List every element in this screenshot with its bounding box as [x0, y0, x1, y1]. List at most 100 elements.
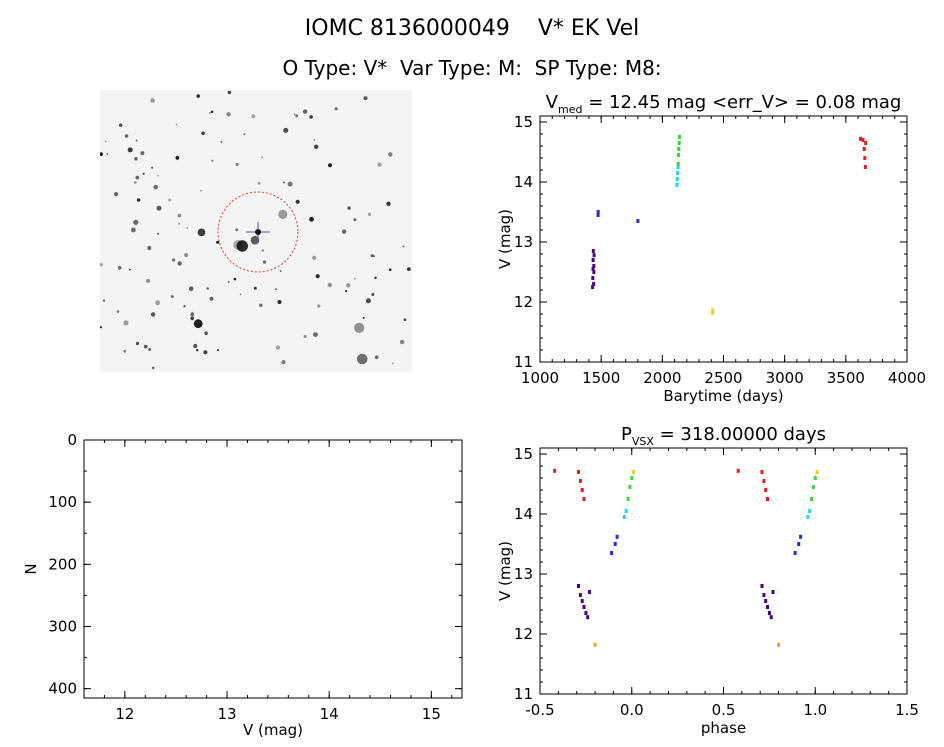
star: [295, 199, 300, 204]
star: [227, 90, 232, 95]
star: [157, 174, 159, 177]
star: [386, 201, 391, 206]
star: [399, 339, 405, 345]
star: [196, 349, 199, 352]
star: [117, 265, 122, 270]
star: [116, 310, 120, 313]
star: [233, 240, 244, 250]
lightcurve-y-axis-label: V (mag): [496, 209, 514, 269]
star: [309, 216, 314, 222]
star: [200, 190, 202, 192]
star: [151, 366, 155, 370]
star: [175, 123, 178, 126]
phase-point: [793, 551, 797, 555]
phase-point: [580, 599, 584, 603]
hist-x-tick-label: 13: [217, 705, 236, 723]
star: [388, 152, 393, 157]
phase-point: [813, 476, 817, 480]
star: [119, 123, 123, 127]
star: [184, 253, 189, 258]
phase-point: [593, 642, 597, 647]
star: [313, 138, 316, 141]
star: [196, 94, 200, 98]
star: [193, 343, 198, 349]
lightcurve-point: [863, 156, 867, 160]
lightcurve-x-tick-label: 3500: [827, 369, 865, 387]
light-curve-chart: 1000 1500 2000 2500 3000 3500 4000 11 12 13 14 15 Vm…: [496, 92, 926, 405]
lightcurve-y-tick-label: 14: [514, 173, 533, 191]
star: [233, 277, 237, 281]
star: [155, 300, 161, 306]
star: [345, 290, 348, 293]
phase-point: [799, 534, 803, 539]
star: [403, 318, 407, 322]
star: [293, 113, 296, 116]
star: [253, 286, 257, 290]
star: [100, 326, 102, 329]
star: [251, 114, 256, 119]
phase-point: [762, 479, 766, 483]
star: [275, 288, 277, 290]
phase-y-tick-label: 14: [514, 505, 533, 523]
phase-point: [811, 485, 815, 489]
star: [236, 240, 248, 252]
phase-y-axis-label: V (mag): [496, 541, 514, 601]
star: [157, 232, 160, 235]
lightcurve-point: [677, 147, 681, 151]
star: [362, 316, 365, 319]
star: [190, 316, 194, 321]
star: [327, 282, 332, 288]
phase-point: [630, 476, 634, 480]
hist-y-tick-label: 100: [48, 493, 77, 511]
star: [104, 140, 107, 143]
hist-y-axis-label: N: [22, 563, 40, 574]
hist-x-tick-label: 12: [115, 705, 134, 723]
phase-x-tick-label: 0.0: [620, 701, 644, 719]
star: [261, 249, 264, 252]
star: [309, 115, 313, 119]
star: [314, 144, 319, 149]
sky-finder-image: [100, 90, 412, 372]
hist-x-tick-label: 15: [422, 705, 441, 723]
phase-point: [760, 584, 764, 588]
lightcurve-x-tick-label: 2000: [643, 369, 681, 387]
star: [150, 98, 155, 103]
phase-point: [769, 615, 773, 620]
phase-y-tick-label: 11: [514, 685, 533, 703]
phase-point: [577, 584, 580, 588]
star: [100, 152, 103, 156]
phase-x-tick-label: 1.0: [803, 701, 827, 719]
lightcurve-x-tick-label: 3000: [766, 369, 804, 387]
phase-chart: -0.5 0.0 0.5 1.0 1.5 11 12 13 14 15 PVSX = 318.000…: [496, 424, 919, 737]
phase-point: [622, 515, 626, 519]
phase-point: [586, 615, 590, 620]
lightcurve-y-tick-label: 15: [514, 113, 533, 131]
phase-x-tick-label: 1.5: [895, 701, 919, 719]
star: [377, 162, 382, 167]
lightcurve-point: [711, 310, 714, 315]
hist-x-tick-label: 14: [320, 705, 339, 723]
star: [407, 267, 411, 271]
phase-point: [588, 590, 591, 594]
star: [220, 141, 223, 143]
lightcurve-point: [592, 282, 596, 286]
star: [282, 181, 285, 184]
star: [172, 258, 176, 262]
phase-point: [610, 551, 614, 555]
lightcurve-point: [859, 136, 862, 141]
star: [216, 349, 219, 352]
star: [303, 335, 307, 338]
lightcurve-x-tick-label: 1500: [582, 369, 620, 387]
phase-point: [577, 470, 580, 474]
star: [328, 163, 332, 168]
phase-point: [582, 497, 586, 501]
hist-plot-frame: [83, 439, 463, 699]
star: [239, 293, 242, 296]
star: [374, 355, 379, 360]
lightcurve-point: [711, 308, 715, 313]
target-star: [255, 229, 261, 235]
lightcurve-point: [591, 285, 595, 289]
star: [209, 296, 214, 301]
phase-y-tick-label: 12: [514, 625, 533, 643]
star: [103, 299, 105, 302]
